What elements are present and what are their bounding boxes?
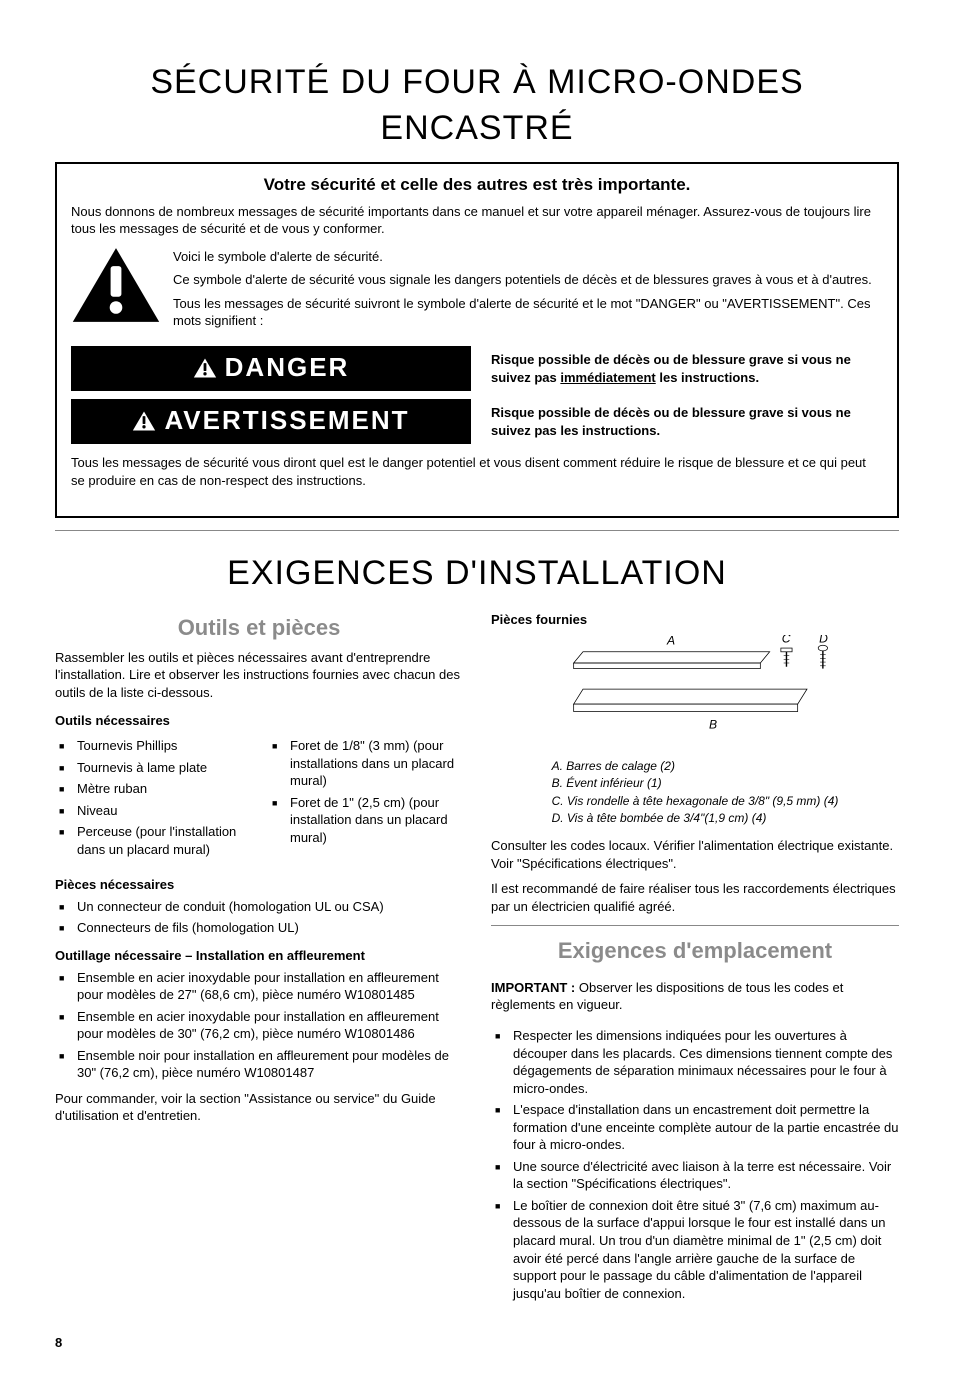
list-item: Une source d'électricité avec liaison à …	[491, 1158, 899, 1193]
order-note: Pour commander, voir la section "Assista…	[55, 1090, 463, 1125]
left-column: Outils et pièces Rassembler les outils e…	[55, 607, 463, 1310]
danger-label: DANGER	[225, 350, 350, 385]
safety-box: Votre sécurité et celle des autres est t…	[55, 162, 899, 519]
safety-box-title: Votre sécurité et celle des autres est t…	[71, 174, 883, 197]
list-item: Ensemble noir pour installation en affle…	[55, 1047, 463, 1082]
warning-triangle-icon	[71, 246, 161, 324]
list-item: Perceuse (pour l'installation dans un pl…	[55, 823, 250, 858]
divider	[55, 530, 899, 531]
tools-list-1: Tournevis Phillips Tournevis à lame plat…	[55, 737, 250, 858]
install-title: EXIGENCES D'INSTALLATION	[55, 551, 899, 597]
list-item: Foret de 1/8" (3 mm) (pour installations…	[268, 737, 463, 790]
avert-desc: Risque possible de décès ou de blessure …	[491, 404, 883, 439]
danger-desc: Risque possible de décès ou de blessure …	[491, 351, 883, 386]
safety-alert-text: Voici le symbole d'alerte de sécurité. C…	[173, 246, 883, 336]
list-item: Un connecteur de conduit (homologation U…	[55, 898, 463, 916]
list-item: L'espace d'installation dans un encastre…	[491, 1101, 899, 1154]
diagram-legend: A. Barres de calage (2) B. Évent inférie…	[552, 757, 839, 827]
list-item: Tournevis à lame plate	[55, 759, 250, 777]
flush-head: Outillage nécessaire – Installation en a…	[55, 947, 463, 965]
warning-small-icon	[132, 411, 156, 431]
location-important: IMPORTANT : Observer les dispositions de…	[491, 979, 899, 1014]
list-item: Tournevis Phillips	[55, 737, 250, 755]
location-list: Respecter les dimensions indiquées pour …	[491, 1027, 899, 1302]
avert-box: AVERTISSEMENT	[71, 399, 471, 444]
list-item: Ensemble en acier inoxydable pour instal…	[55, 1008, 463, 1043]
tools-intro: Rassembler les outils et pièces nécessai…	[55, 649, 463, 702]
safety-intro: Nous donnons de nombreux messages de séc…	[71, 203, 883, 238]
list-item: Ensemble en acier inoxydable pour instal…	[55, 969, 463, 1004]
parts-list: Un connecteur de conduit (homologation U…	[55, 898, 463, 937]
alert-line-3: Tous les messages de sécurité suivront l…	[173, 295, 883, 330]
diagram-label-a: A	[666, 635, 675, 647]
list-item: Le boîtier de connexion doit être situé …	[491, 1197, 899, 1302]
divider	[491, 925, 899, 926]
list-item: Mètre ruban	[55, 780, 250, 798]
safety-alert-row: Voici le symbole d'alerte de sécurité. C…	[71, 246, 883, 336]
page-main-title: SÉCURITÉ DU FOUR À MICRO-ONDES ENCASTRÉ	[55, 60, 899, 152]
install-columns: Outils et pièces Rassembler les outils e…	[55, 607, 899, 1310]
legend-item: A. Barres de calage (2)	[552, 758, 839, 774]
warning-small-icon	[193, 358, 217, 378]
tools-heading: Outils et pièces	[55, 613, 463, 643]
alert-line-2: Ce symbole d'alerte de sécurité vous sig…	[173, 271, 883, 289]
list-item: Foret de 1" (2,5 cm) (pour installation …	[268, 794, 463, 847]
alert-line-1: Voici le symbole d'alerte de sécurité.	[173, 248, 883, 266]
tools-two-col: Tournevis Phillips Tournevis à lame plat…	[55, 733, 463, 866]
list-item: Connecteurs de fils (homologation UL)	[55, 919, 463, 937]
legend-item: C. Vis rondelle à tête hexagonale de 3/8…	[552, 793, 839, 809]
diagram-label-d: D	[819, 635, 828, 645]
list-item: Niveau	[55, 802, 250, 820]
page-number: 8	[55, 1334, 899, 1352]
legend-item: B. Évent inférieur (1)	[552, 775, 839, 791]
location-heading: Exigences d'emplacement	[491, 936, 899, 966]
parts-needed-head: Pièces nécessaires	[55, 876, 463, 894]
diagram-label-b: B	[709, 717, 717, 731]
danger-row: DANGER Risque possible de décès ou de bl…	[71, 346, 883, 391]
legend-item: D. Vis à tête bombée de 3/4"(1,9 cm) (4)	[552, 810, 839, 826]
flush-list: Ensemble en acier inoxydable pour instal…	[55, 969, 463, 1082]
avert-row: AVERTISSEMENT Risque possible de décès o…	[71, 399, 883, 444]
safety-footer: Tous les messages de sécurité vous diron…	[71, 454, 883, 489]
danger-box: DANGER	[71, 346, 471, 391]
avert-label: AVERTISSEMENT	[164, 403, 409, 438]
supplied-note-1: Consulter les codes locaux. Vérifier l'a…	[491, 837, 899, 872]
diagram-label-c: C	[782, 635, 791, 645]
supplied-heading: Pièces fournies	[491, 611, 899, 629]
tools-needed-head: Outils nécessaires	[55, 712, 463, 730]
tools-list-2: Foret de 1/8" (3 mm) (pour installations…	[268, 737, 463, 846]
parts-diagram: A C D B A. Barres de calage (2) B. Évent…	[491, 635, 899, 827]
list-item: Respecter les dimensions indiquées pour …	[491, 1027, 899, 1097]
supplied-note-2: Il est recommandé de faire réaliser tous…	[491, 880, 899, 915]
right-column: Pièces fournies	[491, 607, 899, 1310]
